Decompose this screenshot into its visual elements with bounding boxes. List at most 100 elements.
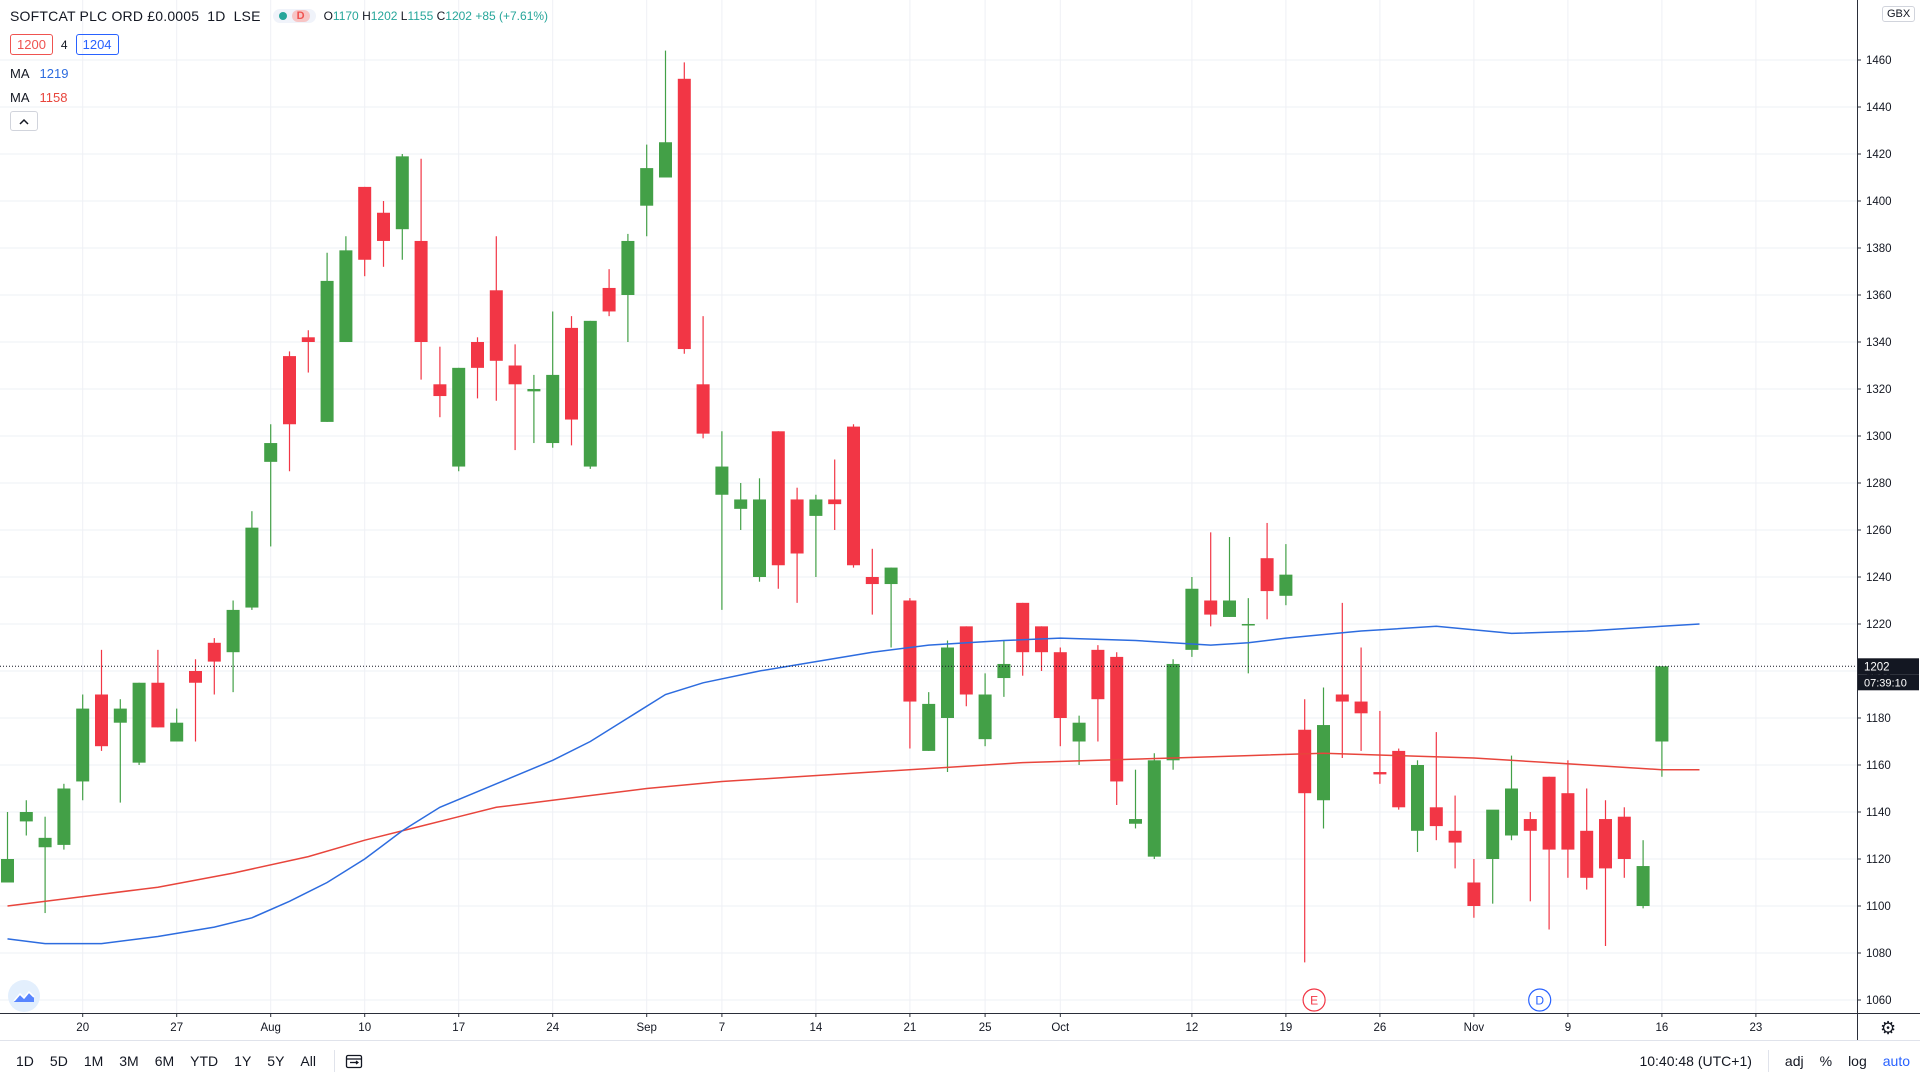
- candle[interactable]: [828, 459, 842, 531]
- candle[interactable]: [1486, 809, 1500, 904]
- candle[interactable]: [640, 144, 654, 237]
- symbol-name[interactable]: SOFTCAT PLC ORD £0.0005: [10, 8, 200, 24]
- range-1d[interactable]: 1D: [16, 1053, 34, 1069]
- candle[interactable]: [1429, 732, 1443, 841]
- candle[interactable]: [884, 567, 898, 648]
- candle[interactable]: [189, 659, 202, 742]
- ma-slow-line[interactable]: [7, 623, 1700, 945]
- candle[interactable]: [377, 201, 390, 267]
- candle[interactable]: [113, 699, 127, 803]
- candle[interactable]: [1053, 647, 1067, 747]
- currency-badge[interactable]: GBX: [1882, 6, 1916, 22]
- candle[interactable]: [19, 800, 33, 836]
- time-axis[interactable]: 20 27 Aug 10 17 24 Sep 7 14 21 25 Oct 12 19 26 Nov 9 16 23: [76, 1013, 1762, 1034]
- candle[interactable]: [1317, 687, 1330, 829]
- range-3m[interactable]: 3M: [119, 1053, 139, 1069]
- candle[interactable]: [621, 233, 635, 342]
- candle[interactable]: [57, 783, 71, 850]
- candle[interactable]: [922, 692, 936, 751]
- candle[interactable]: [1166, 659, 1180, 770]
- candle[interactable]: [677, 62, 691, 354]
- candle[interactable]: [508, 344, 522, 451]
- candle[interactable]: [151, 649, 165, 728]
- candle[interactable]: [132, 682, 146, 765]
- candle[interactable]: [1561, 760, 1575, 878]
- range-5d[interactable]: 5D: [49, 1053, 68, 1069]
- candle[interactable]: [1599, 800, 1612, 946]
- candle[interactable]: [903, 598, 917, 749]
- candle[interactable]: [696, 316, 710, 439]
- candle[interactable]: [414, 158, 428, 380]
- buy-button[interactable]: 1204: [75, 34, 119, 55]
- candle[interactable]: [1072, 715, 1086, 765]
- candle[interactable]: [1, 812, 14, 883]
- candle[interactable]: [320, 252, 334, 422]
- candle[interactable]: [1411, 760, 1424, 852]
- range-1m[interactable]: 1M: [83, 1053, 104, 1069]
- candle[interactable]: [1580, 788, 1594, 890]
- dividend-event-marker[interactable]: D: [1528, 988, 1552, 1012]
- candle[interactable]: [38, 816, 52, 914]
- settings-gear-icon[interactable]: ⚙: [1880, 1018, 1897, 1038]
- candle[interactable]: [565, 316, 578, 446]
- candle[interactable]: [1129, 769, 1142, 829]
- sell-button[interactable]: 1200: [10, 34, 53, 55]
- range-all[interactable]: All: [300, 1053, 316, 1069]
- range-1y[interactable]: 1Y: [234, 1053, 252, 1069]
- candle[interactable]: [489, 236, 503, 401]
- candle[interactable]: [433, 346, 447, 418]
- ma-legend-fast[interactable]: MA 1158: [10, 90, 67, 105]
- candle[interactable]: [76, 694, 90, 801]
- candle[interactable]: [1655, 666, 1669, 777]
- price-chart[interactable]: 1060108011001120114011601180120012201240…: [0, 0, 1920, 1040]
- candle[interactable]: [546, 311, 560, 448]
- ma-legend-slow[interactable]: MA 1219: [10, 66, 68, 81]
- candle[interactable]: [790, 487, 804, 603]
- adj-toggle[interactable]: adj: [1784, 1053, 1804, 1069]
- candle[interactable]: [1505, 755, 1518, 841]
- candle[interactable]: [264, 424, 278, 547]
- candle[interactable]: [1373, 710, 1387, 784]
- candle[interactable]: [847, 424, 860, 568]
- price-axis[interactable]: 1060108011001120114011601180120012201240…: [1857, 55, 1892, 1007]
- candle[interactable]: [1260, 522, 1274, 620]
- candle[interactable]: [602, 269, 616, 317]
- candle[interactable]: [1279, 544, 1293, 606]
- candle[interactable]: [997, 640, 1011, 697]
- candle[interactable]: [1335, 602, 1349, 758]
- candle[interactable]: [1523, 812, 1537, 902]
- candle[interactable]: [809, 494, 823, 577]
- current-time[interactable]: 10:40:48 (UTC+1): [1639, 1053, 1752, 1069]
- go-to-date-icon[interactable]: [345, 1053, 363, 1069]
- tradingview-logo-button[interactable]: [8, 980, 40, 1012]
- range-5y[interactable]: 5Y: [267, 1053, 285, 1069]
- candle[interactable]: [978, 673, 992, 747]
- candle[interactable]: [1636, 840, 1650, 909]
- candle[interactable]: [715, 431, 729, 610]
- candle[interactable]: [1110, 652, 1124, 805]
- candle[interactable]: [1147, 753, 1161, 859]
- candle[interactable]: [1617, 807, 1631, 878]
- candle[interactable]: [1448, 795, 1462, 869]
- candle[interactable]: [1035, 626, 1048, 671]
- candle[interactable]: [170, 708, 184, 742]
- candle[interactable]: [452, 367, 466, 472]
- candle[interactable]: [1298, 699, 1312, 963]
- candle[interactable]: [1223, 537, 1236, 617]
- candle[interactable]: [245, 511, 259, 610]
- candle[interactable]: [865, 548, 879, 615]
- candle[interactable]: [1542, 776, 1556, 930]
- candle[interactable]: [734, 483, 748, 530]
- interval-label[interactable]: 1D: [207, 8, 226, 24]
- candle[interactable]: [1204, 532, 1218, 627]
- candle[interactable]: [1354, 647, 1368, 751]
- earnings-event-marker[interactable]: E: [1302, 988, 1326, 1012]
- range-ytd[interactable]: YTD: [190, 1053, 219, 1069]
- candle[interactable]: [941, 640, 954, 773]
- candle[interactable]: [358, 186, 372, 277]
- log-toggle[interactable]: log: [1848, 1053, 1867, 1069]
- candle[interactable]: [771, 431, 785, 589]
- candle[interactable]: [226, 600, 240, 693]
- candle[interactable]: [1392, 748, 1406, 810]
- candle[interactable]: [339, 236, 353, 342]
